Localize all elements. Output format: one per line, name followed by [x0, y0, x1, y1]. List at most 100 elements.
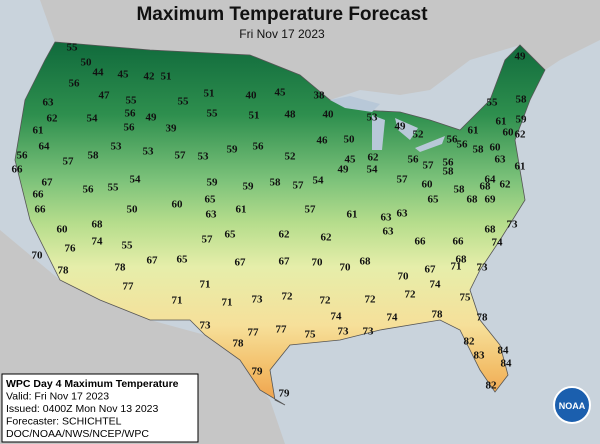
temperature-label: 73 [507, 219, 519, 231]
temperature-label: 52 [285, 151, 297, 163]
temperature-label: 78 [432, 309, 444, 321]
temperature-label: 57 [397, 174, 409, 186]
temperature-label: 57 [202, 234, 214, 246]
temperature-label: 60 [172, 199, 184, 211]
temperature-label: 68 [360, 256, 372, 268]
temperature-label: 61 [236, 204, 247, 216]
temperature-label: 47 [99, 90, 111, 102]
temperature-label: 59 [227, 144, 239, 156]
temperature-label: 67 [147, 255, 159, 267]
temperature-label: 71 [451, 261, 462, 273]
temperature-label: 70 [398, 271, 410, 283]
temperature-label: 51 [161, 71, 172, 83]
temperature-label: 64 [485, 174, 497, 186]
temperature-label: 56 [443, 157, 455, 169]
temperature-label: 54 [87, 113, 99, 125]
temperature-label: 68 [480, 181, 492, 193]
temperature-label: 73 [200, 320, 212, 332]
temperature-label: 79 [279, 388, 291, 400]
temperature-label: 40 [246, 90, 258, 102]
temperature-label: 66 [33, 189, 45, 201]
temperature-label: 60 [490, 142, 502, 154]
temperature-label: 63 [495, 154, 507, 166]
temperature-label: 71 [200, 279, 211, 291]
legend-line: WPC Day 4 Maximum Temperature [6, 378, 179, 390]
temperature-label: 66 [415, 236, 427, 248]
temperature-label: 50 [344, 134, 356, 146]
temperature-label: 51 [204, 88, 215, 100]
temperature-label: 55 [67, 42, 79, 54]
temperature-label: 78 [115, 262, 127, 274]
temperature-label: 77 [248, 327, 260, 339]
temperature-label: 56 [83, 184, 95, 196]
temperature-label: 74 [92, 236, 104, 248]
legend-line: Valid: Fri Nov 17 2023 [6, 391, 109, 403]
temperature-label: 57 [63, 156, 75, 168]
temperature-label: 63 [383, 226, 395, 238]
temperature-label: 60 [503, 127, 515, 139]
temperature-label: 55 [122, 240, 134, 252]
temperature-label: 58 [443, 166, 455, 178]
temperature-label: 75 [305, 329, 317, 341]
temperature-label: 66 [453, 236, 465, 248]
temperature-label: 59 [516, 114, 528, 126]
temperature-label: 78 [233, 338, 245, 350]
temperature-label: 69 [485, 194, 497, 206]
temperature-label: 84 [501, 358, 513, 370]
temperature-label: 57 [423, 160, 435, 172]
temperature-label: 61 [347, 209, 358, 221]
temperature-label: 78 [58, 265, 70, 277]
legend-box [1, 373, 199, 443]
temperature-label: 55 [207, 108, 219, 120]
temperature-label: 45 [345, 154, 357, 166]
temperature-label: 59 [207, 177, 219, 189]
temperature-label: 68 [467, 194, 479, 206]
temperature-label: 71 [222, 297, 233, 309]
temperature-label: 72 [320, 295, 332, 307]
temperature-label: 68 [92, 219, 104, 231]
temperature-label: 63 [206, 209, 218, 221]
legend-line: DOC/NOAA/NWS/NCEP/WPC [6, 428, 149, 440]
temperature-label: 55 [126, 95, 138, 107]
temperature-label: 58 [454, 184, 466, 196]
temperature-label: 56 [457, 139, 469, 151]
temperature-label: 65 [205, 194, 217, 206]
temperature-label: 46 [317, 135, 329, 147]
temperature-label: 54 [313, 175, 325, 187]
temperature-label: 56 [69, 78, 81, 90]
temperature-label: 56 [253, 141, 265, 153]
temperature-label: 45 [275, 87, 287, 99]
temperature-label: 57 [293, 180, 305, 192]
temperature-label: 56 [125, 108, 137, 120]
temperature-label: 73 [363, 326, 375, 338]
temperature-label: 44 [93, 67, 105, 79]
temperature-label: 56 [447, 134, 459, 146]
temperature-label: 70 [340, 262, 352, 274]
temperature-label: 74 [387, 312, 399, 324]
temperature-label: 57 [175, 150, 187, 162]
temperature-label: 64 [39, 141, 51, 153]
temperature-label: 40 [323, 109, 335, 121]
temperature-label: 62 [321, 232, 333, 244]
temperature-label: 63 [381, 212, 393, 224]
temperature-label: 55 [108, 182, 120, 194]
temperature-label: 42 [144, 71, 156, 83]
temperature-label: 77 [276, 324, 288, 336]
temperature-label: 49 [395, 121, 407, 133]
temperature-label: 49 [515, 51, 527, 63]
temperature-label: 84 [498, 345, 510, 357]
temperature-label: 53 [143, 146, 155, 158]
temperature-label: 73 [252, 294, 264, 306]
temperature-label: 65 [225, 229, 237, 241]
temperature-label: 61 [468, 125, 479, 137]
temperature-label: 60 [57, 224, 69, 236]
temperature-label: 62 [515, 129, 527, 141]
temperature-label: 61 [496, 116, 507, 128]
temperature-label: 45 [118, 69, 130, 81]
temperature-label: 68 [456, 254, 468, 266]
temperature-label: 67 [42, 177, 54, 189]
temperature-label: 70 [312, 257, 324, 269]
